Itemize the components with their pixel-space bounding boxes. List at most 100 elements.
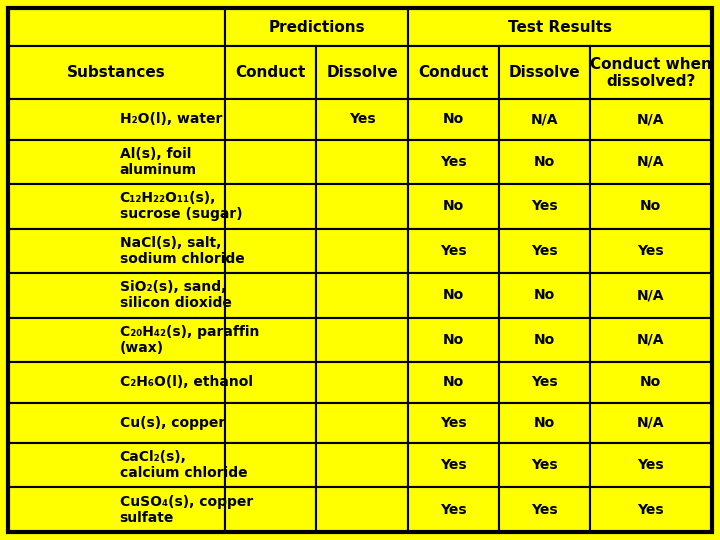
Text: N/A: N/A — [531, 112, 558, 126]
Text: No: No — [640, 375, 662, 389]
Text: Yes: Yes — [440, 155, 467, 169]
Text: No: No — [534, 288, 555, 302]
Text: No: No — [443, 112, 464, 126]
Bar — [499, 488, 590, 532]
Bar — [590, 273, 712, 318]
Text: Conduct when
dissolved?: Conduct when dissolved? — [590, 57, 712, 89]
Bar — [8, 184, 225, 228]
Bar — [499, 228, 590, 273]
Bar — [590, 362, 712, 402]
Text: Yes: Yes — [637, 244, 664, 258]
Text: Yes: Yes — [531, 458, 557, 472]
Bar — [499, 318, 590, 362]
Bar — [499, 273, 590, 318]
Text: Yes: Yes — [531, 199, 557, 213]
Bar — [590, 228, 712, 273]
Bar — [317, 443, 408, 488]
Text: Dissolve: Dissolve — [508, 65, 580, 80]
Bar — [408, 46, 499, 99]
Bar — [317, 362, 408, 402]
Bar — [317, 402, 408, 443]
Text: Test Results: Test Results — [508, 20, 612, 35]
Bar — [8, 46, 225, 99]
Text: N/A: N/A — [637, 416, 665, 430]
Bar — [317, 46, 408, 99]
Bar — [408, 362, 499, 402]
Text: Al(s), foil
aluminum: Al(s), foil aluminum — [120, 147, 197, 177]
Bar — [8, 443, 225, 488]
Text: No: No — [534, 333, 555, 347]
Bar — [8, 362, 225, 402]
Bar — [408, 8, 712, 46]
Bar — [408, 402, 499, 443]
Bar — [225, 184, 317, 228]
Text: Yes: Yes — [348, 112, 375, 126]
Bar — [499, 443, 590, 488]
Text: C₂₀H₄₂(s), paraffin
(wax): C₂₀H₄₂(s), paraffin (wax) — [120, 325, 259, 355]
Bar — [225, 402, 317, 443]
Text: CaCl₂(s),
calcium chloride: CaCl₂(s), calcium chloride — [120, 450, 247, 481]
Bar — [499, 139, 590, 184]
Bar — [590, 46, 712, 99]
Bar — [408, 99, 499, 139]
Bar — [499, 46, 590, 99]
Bar — [225, 318, 317, 362]
Text: No: No — [443, 375, 464, 389]
Bar — [499, 99, 590, 139]
Bar — [8, 228, 225, 273]
Text: Predictions: Predictions — [268, 20, 365, 35]
Text: N/A: N/A — [637, 333, 665, 347]
Bar — [590, 402, 712, 443]
Bar — [225, 99, 317, 139]
Bar — [499, 362, 590, 402]
Text: Yes: Yes — [637, 503, 664, 517]
Text: Cu(s), copper: Cu(s), copper — [120, 416, 225, 430]
Bar — [225, 488, 317, 532]
Bar — [408, 184, 499, 228]
Text: Substances: Substances — [67, 65, 166, 80]
Bar — [225, 228, 317, 273]
Text: N/A: N/A — [637, 288, 665, 302]
Bar — [317, 228, 408, 273]
Text: CuSO₄(s), copper
sulfate: CuSO₄(s), copper sulfate — [120, 495, 253, 525]
Bar — [8, 273, 225, 318]
Text: Yes: Yes — [440, 416, 467, 430]
Bar — [8, 139, 225, 184]
Bar — [590, 488, 712, 532]
Text: H₂O(l), water: H₂O(l), water — [120, 112, 222, 126]
Bar — [317, 99, 408, 139]
Bar — [408, 443, 499, 488]
Bar — [225, 362, 317, 402]
Bar — [590, 184, 712, 228]
Bar — [317, 139, 408, 184]
Text: SiO₂(s), sand,
silicon dioxide: SiO₂(s), sand, silicon dioxide — [120, 280, 232, 310]
Bar — [590, 139, 712, 184]
Text: N/A: N/A — [637, 112, 665, 126]
Text: Yes: Yes — [637, 458, 664, 472]
Text: Conduct: Conduct — [418, 65, 488, 80]
Text: C₁₂H₂₂O₁₁(s),
sucrose (sugar): C₁₂H₂₂O₁₁(s), sucrose (sugar) — [120, 191, 243, 221]
Text: Dissolve: Dissolve — [326, 65, 398, 80]
Bar — [225, 8, 408, 46]
Text: Conduct: Conduct — [235, 65, 306, 80]
Bar — [499, 184, 590, 228]
Bar — [499, 402, 590, 443]
Text: Yes: Yes — [531, 244, 557, 258]
Bar — [8, 318, 225, 362]
Text: N/A: N/A — [637, 155, 665, 169]
Text: Yes: Yes — [440, 244, 467, 258]
Text: No: No — [443, 333, 464, 347]
Text: No: No — [640, 199, 662, 213]
Bar — [317, 273, 408, 318]
Bar — [408, 228, 499, 273]
Bar — [8, 488, 225, 532]
Bar — [590, 443, 712, 488]
Bar — [8, 99, 225, 139]
Text: C₂H₆O(l), ethanol: C₂H₆O(l), ethanol — [120, 375, 253, 389]
Bar — [408, 273, 499, 318]
Text: Yes: Yes — [531, 503, 557, 517]
Text: NaCl(s), salt,
sodium chloride: NaCl(s), salt, sodium chloride — [120, 235, 244, 266]
Bar — [590, 99, 712, 139]
Bar — [317, 184, 408, 228]
Bar — [8, 402, 225, 443]
